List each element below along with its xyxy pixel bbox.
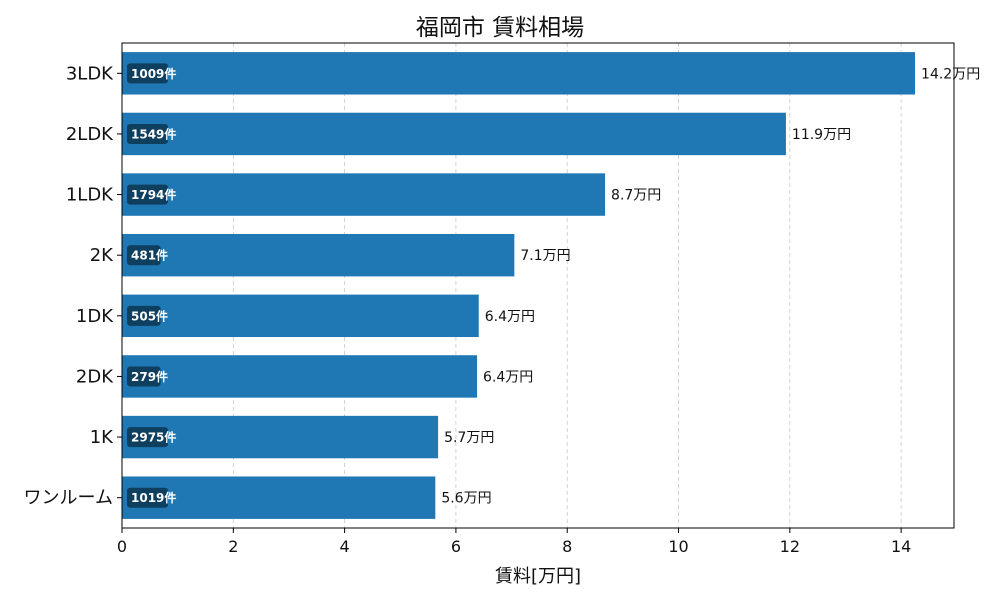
count-badge bbox=[127, 184, 168, 205]
plot-frame bbox=[121, 42, 955, 529]
bar-value-label: 8.7万円 bbox=[611, 188, 661, 204]
chart-title: 福岡市 賃料相場 bbox=[415, 15, 585, 41]
x-tick-label: 0 bbox=[117, 537, 127, 556]
x-tick-label: 14 bbox=[891, 537, 911, 556]
bar-value-label: 6.4万円 bbox=[483, 369, 533, 385]
bar-value-label: 5.7万円 bbox=[444, 430, 494, 446]
x-tick-label: 10 bbox=[668, 537, 688, 556]
y-tick-label: 1K bbox=[90, 427, 114, 448]
bar bbox=[122, 294, 479, 338]
bar-count-label: 1009件 bbox=[131, 66, 176, 81]
x-tick-label: 4 bbox=[340, 537, 350, 556]
y-tick-label: 3LDK bbox=[66, 63, 114, 84]
bar bbox=[122, 173, 606, 216]
bar-value-label: 7.1万円 bbox=[520, 248, 570, 264]
count-badge bbox=[127, 123, 168, 144]
x-tick-label: 12 bbox=[780, 537, 800, 556]
bar-value-label: 5.6万円 bbox=[441, 491, 491, 507]
bar-count-label: 481件 bbox=[131, 248, 168, 263]
bar bbox=[122, 112, 786, 156]
count-badge bbox=[127, 366, 161, 387]
bar-count-label: 2975件 bbox=[131, 430, 176, 445]
bar-count-label: 1019件 bbox=[131, 490, 176, 505]
bar bbox=[122, 355, 478, 398]
count-badge bbox=[127, 245, 161, 266]
bar-value-label: 6.4万円 bbox=[485, 309, 535, 325]
y-tick-label: ワンルーム bbox=[24, 488, 113, 509]
bar-count-label: 1549件 bbox=[131, 126, 176, 141]
bar-count-label: 279件 bbox=[131, 369, 168, 384]
bar-count-label: 505件 bbox=[131, 308, 168, 323]
bar-count-label: 1794件 bbox=[131, 187, 176, 202]
bar bbox=[122, 233, 515, 277]
bar-value-label: 14.2万円 bbox=[921, 66, 980, 82]
bar-value-label: 11.9万円 bbox=[792, 127, 851, 143]
count-badge bbox=[127, 305, 161, 326]
x-tick-label: 8 bbox=[562, 537, 572, 556]
y-tick-label: 1DK bbox=[76, 306, 114, 327]
y-tick-label: 2DK bbox=[76, 366, 114, 387]
y-tick-label: 1LDK bbox=[66, 185, 114, 206]
bar bbox=[122, 52, 916, 95]
x-tick-label: 6 bbox=[451, 537, 461, 556]
x-tick-label: 2 bbox=[228, 537, 238, 556]
bar bbox=[122, 476, 436, 519]
x-axis-label: 賃料[万円] bbox=[494, 566, 582, 587]
count-badge bbox=[127, 63, 168, 84]
y-tick-label: 2K bbox=[90, 245, 114, 266]
count-badge bbox=[127, 427, 168, 448]
count-badge bbox=[127, 487, 168, 508]
bar bbox=[122, 415, 439, 459]
y-tick-label: 2LDK bbox=[66, 124, 114, 145]
